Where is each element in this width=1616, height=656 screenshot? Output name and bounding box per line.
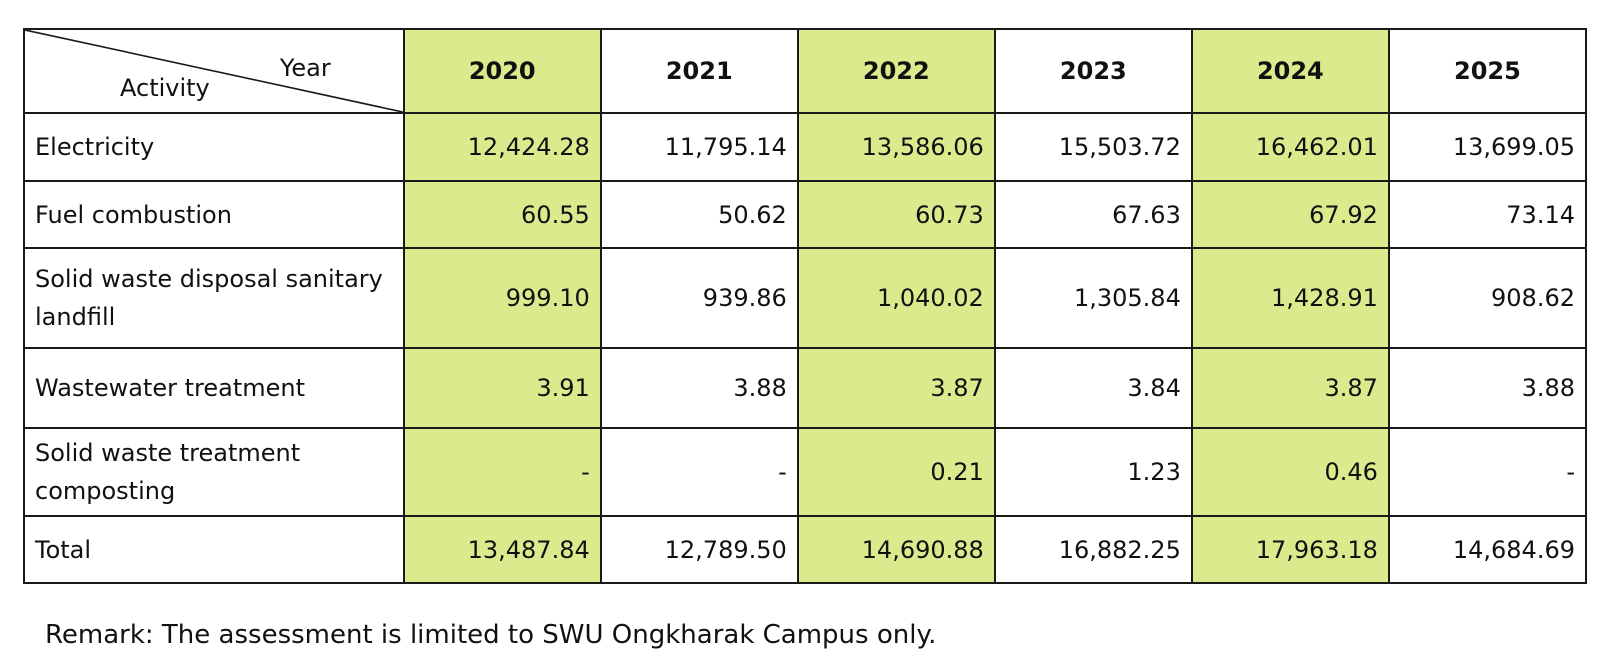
value-cell: 67.92 <box>1190 180 1390 249</box>
corner-year-label: Year <box>279 54 331 82</box>
total-value-cell: 13,487.84 <box>402 515 602 584</box>
year-header-2020: 2020 <box>402 28 602 114</box>
value-cell: 12,424.28 <box>402 112 602 182</box>
value-cell: 939.86 <box>599 247 799 349</box>
total-value-cell: 14,684.69 <box>1387 515 1588 584</box>
activity-cell: Electricity <box>23 112 405 182</box>
table-row: Fuel combustion 60.55 50.62 60.73 67.63 … <box>23 180 1588 249</box>
total-value-cell: 17,963.18 <box>1190 515 1390 584</box>
value-cell: 16,462.01 <box>1190 112 1390 182</box>
year-header-2025: 2025 <box>1387 28 1588 114</box>
value-cell: 73.14 <box>1387 180 1588 249</box>
value-cell: 11,795.14 <box>599 112 799 182</box>
value-cell: 1,305.84 <box>993 247 1193 349</box>
value-cell: 60.73 <box>796 180 996 249</box>
value-cell: 67.63 <box>993 180 1193 249</box>
corner-header-cell: Year Activity <box>23 28 405 114</box>
total-value-cell: 16,882.25 <box>993 515 1193 584</box>
value-cell: 3.88 <box>599 347 799 429</box>
value-cell: 1,040.02 <box>796 247 996 349</box>
activity-cell: Wastewater treatment <box>23 347 405 429</box>
value-cell: - <box>599 427 799 517</box>
value-cell: - <box>1387 427 1588 517</box>
value-cell: 15,503.72 <box>993 112 1193 182</box>
remark-note: Remark: The assessment is limited to SWU… <box>45 620 937 650</box>
value-cell: 0.21 <box>796 427 996 517</box>
total-row: Total 13,487.84 12,789.50 14,690.88 16,8… <box>23 515 1588 584</box>
value-cell: 3.88 <box>1387 347 1588 429</box>
header-row: Year Activity 2020 2021 2022 2023 2024 2… <box>23 28 1588 114</box>
value-cell: 13,699.05 <box>1387 112 1588 182</box>
total-value-cell: 12,789.50 <box>599 515 799 584</box>
table-row: Wastewater treatment 3.91 3.88 3.87 3.84… <box>23 347 1588 429</box>
value-cell: 1.23 <box>993 427 1193 517</box>
value-cell: 50.62 <box>599 180 799 249</box>
year-header-2022: 2022 <box>796 28 996 114</box>
year-header-2024: 2024 <box>1190 28 1390 114</box>
table-row: Solid waste disposal sanitary landfill 9… <box>23 247 1588 349</box>
value-cell: 3.91 <box>402 347 602 429</box>
activity-cell: Solid waste disposal sanitary landfill <box>23 247 405 349</box>
diagonal-divider <box>25 30 403 112</box>
value-cell: 60.55 <box>402 180 602 249</box>
total-value-cell: 14,690.88 <box>796 515 996 584</box>
table-row: Electricity 12,424.28 11,795.14 13,586.0… <box>23 112 1588 182</box>
activity-cell: Solid waste treatment composting <box>23 427 405 517</box>
value-cell: 1,428.91 <box>1190 247 1390 349</box>
corner-activity-label: Activity <box>120 74 210 102</box>
table-row: Solid waste treatment composting - - 0.2… <box>23 427 1588 517</box>
value-cell: 0.46 <box>1190 427 1390 517</box>
value-cell: 13,586.06 <box>796 112 996 182</box>
value-cell: 3.84 <box>993 347 1193 429</box>
activity-cell: Fuel combustion <box>23 180 405 249</box>
value-cell: - <box>402 427 602 517</box>
value-cell: 908.62 <box>1387 247 1588 349</box>
value-cell: 999.10 <box>402 247 602 349</box>
value-cell: 3.87 <box>1190 347 1390 429</box>
value-cell: 3.87 <box>796 347 996 429</box>
activity-cell: Total <box>23 515 405 584</box>
emissions-table: Year Activity 2020 2021 2022 2023 2024 2… <box>23 28 1588 584</box>
year-header-2021: 2021 <box>599 28 799 114</box>
year-header-2023: 2023 <box>993 28 1193 114</box>
